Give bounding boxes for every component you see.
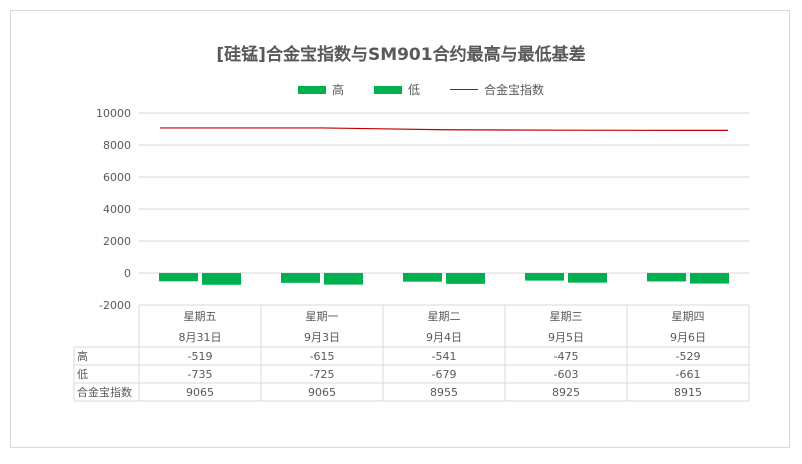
table-cell: -735 — [188, 368, 213, 381]
date-label: 9月6日 — [670, 331, 706, 344]
table-cell: -519 — [188, 350, 213, 363]
table-cell: 9065 — [308, 386, 336, 399]
y-tick-label: 4000 — [103, 203, 131, 216]
chart-frame — [10, 10, 790, 448]
table-cell: 8955 — [430, 386, 458, 399]
table-cell: -541 — [432, 350, 457, 363]
legend-label-high: 高 — [332, 83, 345, 97]
y-tick-label: 6000 — [103, 171, 131, 184]
line-index — [160, 127, 728, 131]
date-label: 9月4日 — [426, 331, 462, 344]
table-cell: -661 — [676, 368, 701, 381]
date-label: 8月31日 — [179, 331, 222, 344]
table-cell: 9065 — [186, 386, 214, 399]
legend-swatch-low — [374, 86, 402, 94]
chart-title: [硅锰]合金宝指数与SM901合约最高与最低基差 — [216, 45, 586, 65]
y-tick-label: 10000 — [96, 107, 131, 120]
table-cell: -679 — [432, 368, 457, 381]
legend-label-low: 低 — [408, 83, 421, 97]
table-cell: -615 — [310, 350, 335, 363]
y-tick-label: 8000 — [103, 139, 131, 152]
legend-swatch-high — [298, 86, 326, 94]
bar-low — [446, 273, 485, 284]
legend-label-index: 合金宝指数 — [484, 83, 545, 97]
bar-low — [202, 273, 241, 285]
table-cell: -475 — [554, 350, 579, 363]
category-label: 星期四 — [672, 310, 705, 323]
bar-low — [324, 273, 363, 285]
table-cell: 8925 — [552, 386, 580, 399]
category-label: 星期二 — [428, 310, 461, 323]
bar-high — [403, 273, 442, 282]
bar-low — [568, 273, 607, 283]
bar-high — [159, 273, 198, 282]
bar-high — [647, 273, 686, 282]
table-cell: -529 — [676, 350, 701, 363]
legend-line-index — [450, 89, 478, 90]
table-series-label: 低 — [77, 368, 88, 381]
bar-high — [525, 273, 564, 281]
y-tick-label: 0 — [124, 267, 131, 280]
table-cell: 8915 — [674, 386, 702, 399]
category-label: 星期一 — [306, 310, 339, 323]
y-tick-label: -2000 — [99, 299, 131, 312]
table-cell: -603 — [554, 368, 579, 381]
date-label: 9月5日 — [548, 331, 584, 344]
y-tick-label: 2000 — [103, 235, 131, 248]
table-series-label: 高 — [77, 349, 88, 363]
table-cell: -725 — [310, 368, 335, 381]
bar-high — [281, 273, 320, 283]
category-label: 星期五 — [184, 310, 217, 323]
table-series-label: 合金宝指数 — [77, 385, 132, 399]
bar-low — [690, 273, 729, 284]
date-label: 9月3日 — [304, 331, 340, 344]
category-label: 星期三 — [550, 310, 583, 323]
